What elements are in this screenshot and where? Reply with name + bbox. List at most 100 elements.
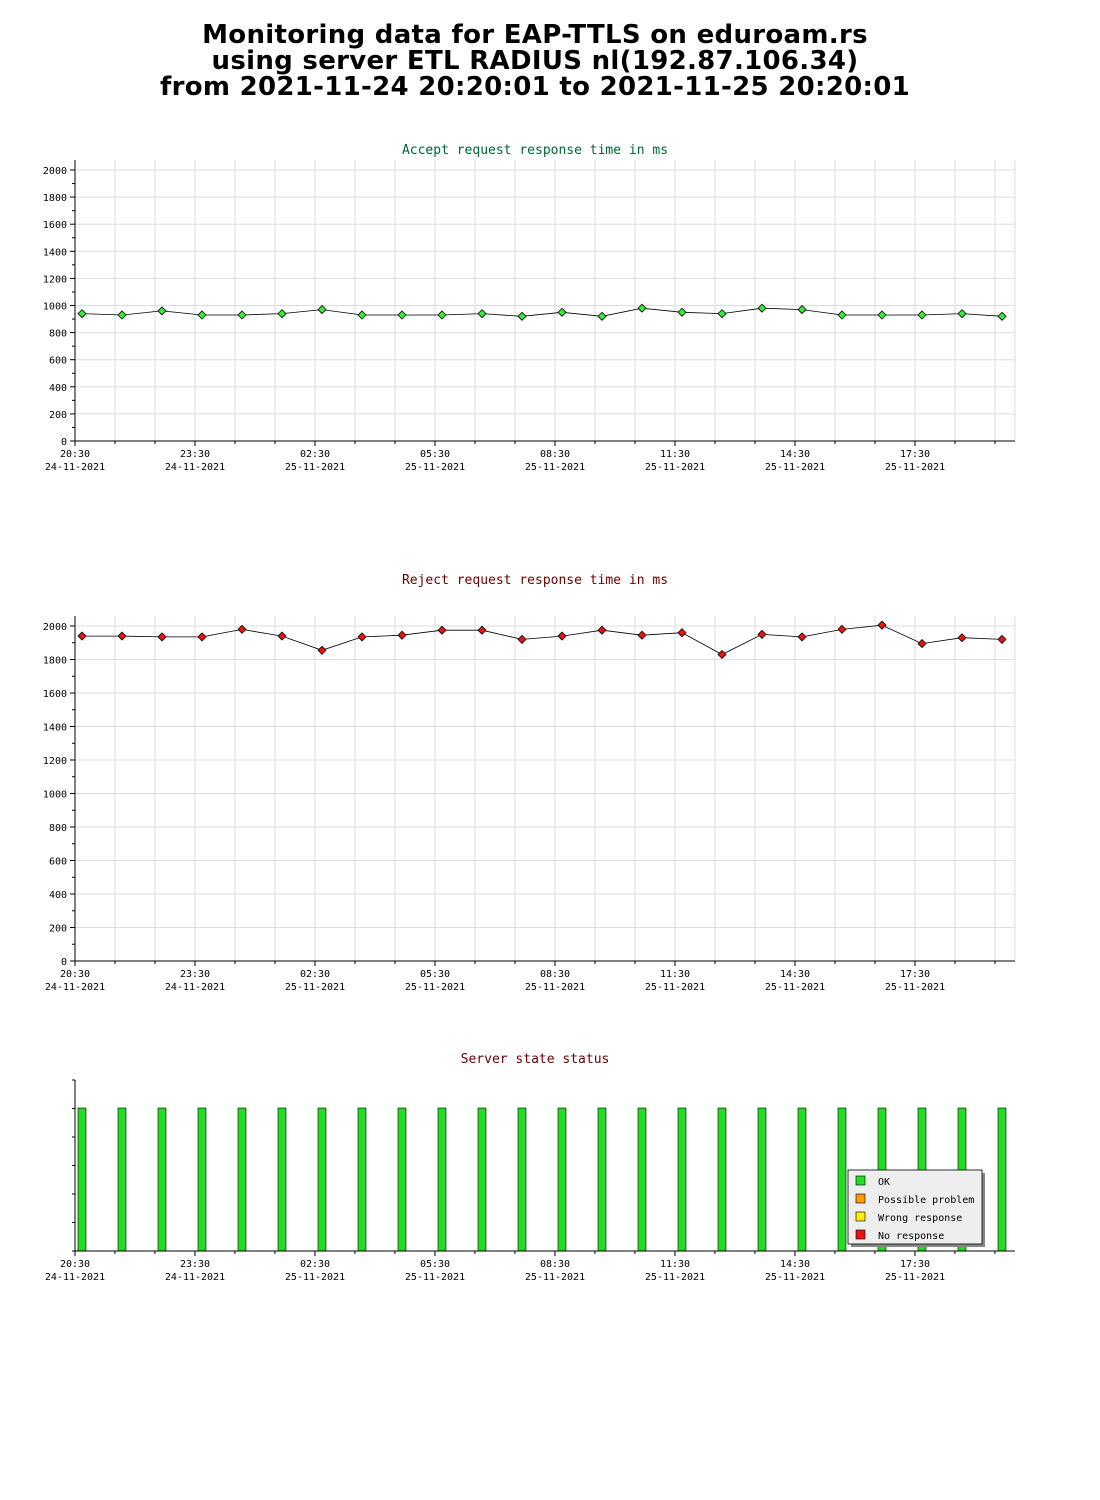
y-tick-label: 400 — [49, 383, 67, 394]
data-point-marker — [317, 645, 327, 655]
data-point-marker — [237, 624, 247, 634]
status-bar — [237, 1107, 247, 1252]
legend-label: Possible problem — [878, 1195, 974, 1206]
y-tick-label: 0 — [61, 957, 67, 968]
data-point-marker — [717, 649, 727, 660]
x-tick-label-time: 23:30 — [180, 1259, 210, 1270]
y-tick-label: 800 — [49, 823, 67, 834]
data-point-marker — [437, 625, 447, 635]
data-point-marker — [877, 620, 887, 630]
x-tick-label-time: 05:30 — [420, 1259, 450, 1270]
y-tick-label: 1800 — [43, 193, 67, 204]
x-tick-label-date: 25-11-2021 — [525, 982, 585, 993]
data-point-marker — [277, 631, 287, 641]
data-point-marker — [397, 630, 407, 640]
x-tick-label-date: 25-11-2021 — [885, 462, 945, 473]
data-point-marker — [597, 625, 607, 635]
data-point-marker — [317, 304, 327, 315]
y-tick-label: 1600 — [43, 220, 67, 231]
legend-swatch — [855, 1193, 866, 1204]
status-bar — [317, 1107, 327, 1252]
y-tick-label: 1400 — [43, 247, 67, 258]
x-tick-label-date: 25-11-2021 — [765, 982, 825, 993]
series-line — [82, 624, 1003, 655]
status-bar — [197, 1107, 207, 1252]
x-tick-label-date: 24-11-2021 — [165, 1272, 225, 1283]
data-point-marker — [597, 311, 607, 321]
x-tick-label-time: 14:30 — [780, 449, 810, 460]
x-tick-label-time: 02:30 — [300, 449, 330, 460]
legend-label: OK — [878, 1177, 890, 1188]
data-point-marker — [237, 310, 247, 320]
x-tick-label-time: 08:30 — [540, 969, 570, 980]
x-tick-label-date: 25-11-2021 — [645, 462, 705, 473]
legend-label: No response — [878, 1231, 944, 1242]
data-point-marker — [677, 628, 687, 638]
status-bar — [797, 1107, 807, 1252]
series-line — [81, 307, 1003, 317]
legend-label: Wrong response — [878, 1213, 962, 1224]
x-tick-label-time: 08:30 — [540, 1259, 570, 1270]
status-bar — [597, 1107, 607, 1252]
y-tick-label: 1800 — [43, 656, 67, 667]
data-point-marker — [557, 307, 567, 317]
x-tick-label-date: 25-11-2021 — [885, 982, 945, 993]
x-tick-label-date: 25-11-2021 — [405, 1272, 465, 1283]
data-point-marker — [637, 303, 647, 313]
x-tick-label-time: 23:30 — [180, 449, 210, 460]
x-tick-label-time: 11:30 — [660, 1259, 690, 1270]
y-tick-label: 600 — [49, 857, 67, 868]
title-line-1: Monitoring data for EAP-TTLS on eduroam.… — [202, 20, 868, 50]
x-tick-label-date: 25-11-2021 — [405, 462, 465, 473]
legend-box — [847, 1169, 983, 1245]
y-tick-label: 2000 — [43, 622, 67, 633]
chart-title: Server state status — [461, 1052, 610, 1067]
x-tick-label-date: 25-11-2021 — [525, 462, 585, 473]
status-bar — [157, 1107, 167, 1252]
data-point-marker — [917, 639, 927, 649]
data-point-marker — [717, 309, 727, 319]
data-point-marker — [77, 309, 87, 319]
data-point-marker — [757, 629, 767, 639]
x-tick-label-time: 20:30 — [60, 1259, 90, 1270]
x-tick-label-date: 24-11-2021 — [45, 462, 105, 473]
data-point-marker — [77, 631, 87, 641]
y-tick-label: 200 — [49, 924, 67, 935]
y-tick-label: 1200 — [43, 274, 67, 285]
status-bar — [357, 1107, 367, 1252]
data-point-marker — [277, 309, 287, 319]
x-tick-label-time: 08:30 — [540, 449, 570, 460]
data-point-marker — [477, 625, 487, 635]
status-bar — [437, 1107, 447, 1252]
x-tick-label-time: 17:30 — [900, 449, 930, 460]
data-point-marker — [957, 309, 967, 319]
status-bar — [397, 1107, 407, 1252]
x-tick-label-date: 25-11-2021 — [765, 462, 825, 473]
data-point-marker — [877, 310, 887, 320]
x-tick-label-time: 17:30 — [900, 969, 930, 980]
data-point-marker — [157, 306, 167, 316]
data-point-marker — [477, 309, 487, 319]
server-status-chart: Server state status 20:30 24-11-2021 23:30 2… — [45, 1052, 1015, 1283]
x-tick-label-time: 11:30 — [660, 449, 690, 460]
y-tick-label: 1400 — [43, 723, 67, 734]
data-point-marker — [837, 624, 847, 634]
y-tick-label: 2000 — [43, 166, 67, 177]
data-point-marker — [957, 633, 967, 643]
status-bar — [997, 1107, 1007, 1252]
data-point-marker — [557, 631, 567, 641]
status-bar — [837, 1107, 847, 1252]
y-tick-label: 200 — [49, 410, 67, 421]
status-bar — [477, 1107, 487, 1252]
status-bar — [117, 1107, 127, 1252]
chart-title: Reject request response time in ms — [402, 573, 668, 588]
data-point-marker — [357, 310, 367, 320]
page-title: Monitoring data for EAP-TTLS on eduroam.… — [0, 22, 1070, 100]
x-tick-label-date: 24-11-2021 — [165, 462, 225, 473]
x-tick-label-time: 02:30 — [300, 1259, 330, 1270]
x-tick-label-date: 24-11-2021 — [165, 982, 225, 993]
data-point-marker — [197, 310, 207, 320]
y-tick-label: 1000 — [43, 302, 67, 313]
data-point-marker — [357, 632, 367, 642]
y-tick-label: 400 — [49, 890, 67, 901]
